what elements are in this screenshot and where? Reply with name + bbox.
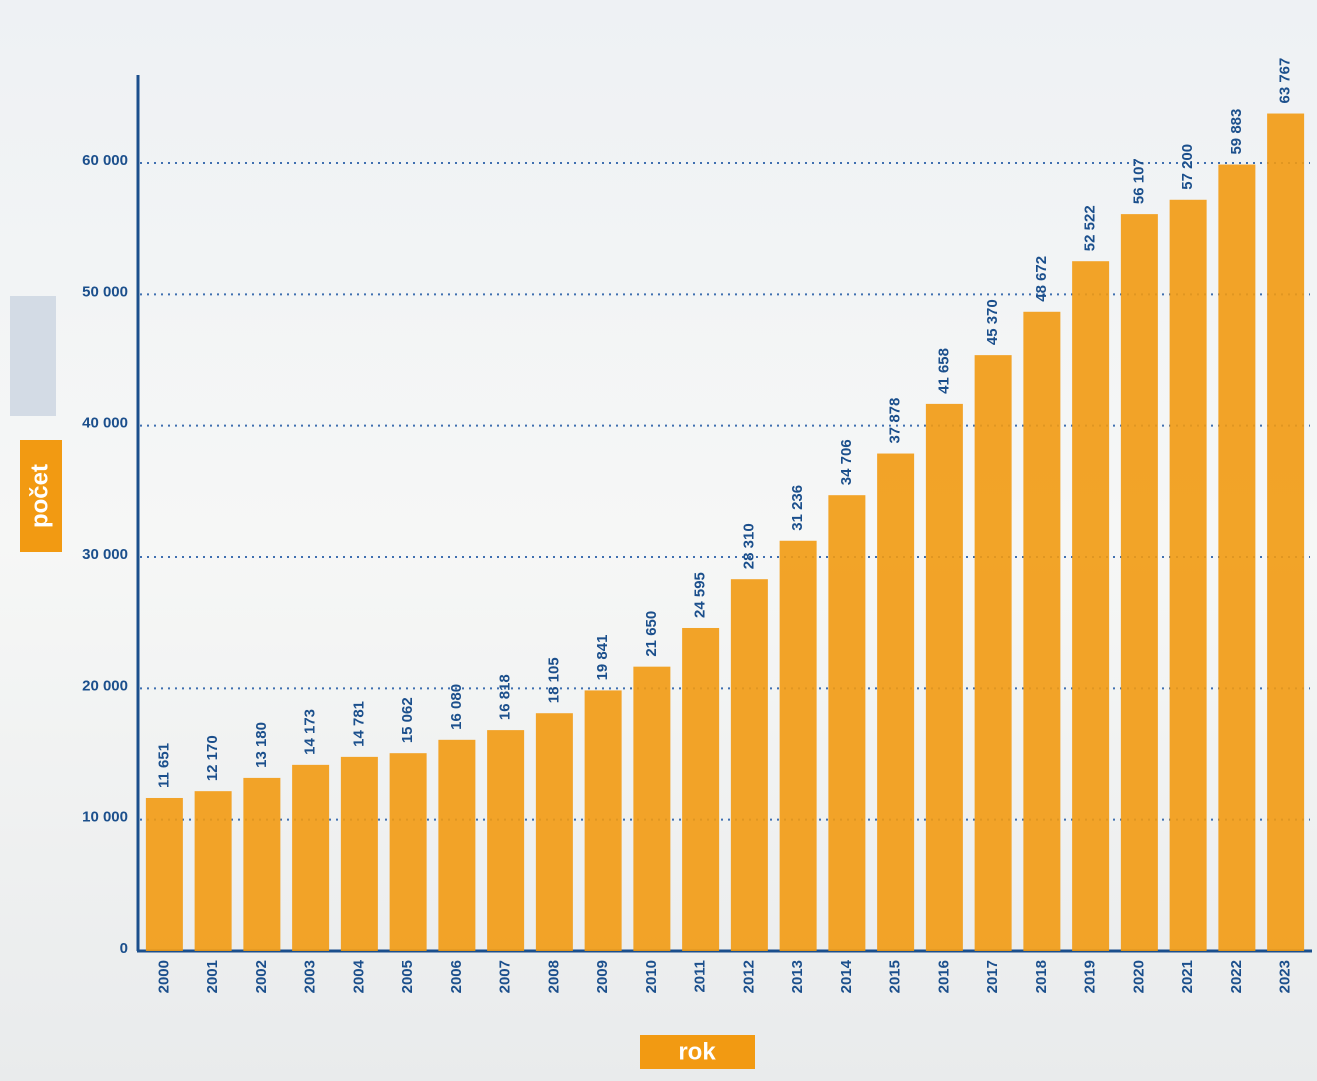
x-tick-label: 2009	[594, 960, 611, 993]
x-tick-label: 2014	[838, 959, 855, 993]
bar	[1023, 312, 1060, 951]
bar	[877, 454, 914, 951]
bar	[1121, 214, 1158, 951]
bar	[487, 730, 524, 951]
x-tick-label: 2023	[1277, 960, 1294, 993]
x-tick-label: 2016	[935, 960, 952, 993]
value-label: 31 236	[789, 485, 806, 531]
value-label: 41 658	[935, 348, 952, 394]
bar	[828, 495, 865, 951]
x-tick-label: 2002	[253, 960, 270, 993]
value-label: 57 200	[1179, 144, 1196, 190]
bar	[1267, 114, 1304, 951]
x-tick-label: 2013	[789, 960, 806, 993]
value-label: 45 370	[984, 299, 1001, 345]
bar	[1072, 261, 1109, 951]
x-tick-label: 2000	[155, 960, 172, 993]
x-tick-label: 2012	[740, 960, 757, 993]
x-tick-label: 2015	[887, 960, 904, 993]
y-axis-label: počet	[26, 464, 53, 528]
y-tick-label: 40 000	[82, 415, 128, 432]
bar	[780, 541, 817, 951]
value-label: 59 883	[1228, 109, 1245, 155]
value-label: 19 841	[594, 635, 611, 681]
x-tick-label: 2004	[350, 959, 367, 993]
y-tick-label: 20 000	[82, 677, 128, 694]
bar	[926, 404, 963, 951]
value-label: 16 080	[448, 684, 465, 730]
y-tick-label: 50 000	[82, 283, 128, 300]
value-label: 63 767	[1277, 58, 1294, 104]
x-tick-label: 2019	[1082, 960, 1099, 993]
bar	[1170, 200, 1207, 951]
value-label: 52 522	[1082, 205, 1099, 251]
value-label: 34 706	[838, 439, 855, 485]
x-axis-label: rok	[678, 1038, 716, 1065]
value-label: 24 595	[692, 572, 709, 618]
value-label: 56 107	[1130, 158, 1147, 204]
value-label: 28 310	[740, 523, 757, 569]
x-tick-label: 2005	[399, 960, 416, 993]
chart: počet rok 0 10 000 20 000 30 000 40 000 50 00…	[0, 0, 1317, 1081]
bar	[341, 757, 378, 951]
x-tick-label: 2006	[448, 960, 465, 993]
background-sign	[10, 296, 56, 416]
x-tick-label: 2008	[545, 960, 562, 993]
bar	[438, 740, 475, 951]
x-tick-label: 2018	[1033, 960, 1050, 993]
bar	[682, 628, 719, 951]
bar	[146, 798, 183, 951]
x-tick-label: 2010	[643, 960, 660, 993]
value-label: 14 781	[350, 701, 367, 747]
value-label: 15 062	[399, 697, 416, 743]
bar	[585, 690, 622, 951]
value-label: 11 651	[155, 743, 172, 788]
y-tick-label: 60 000	[82, 152, 128, 169]
x-tick-label: 2022	[1228, 960, 1245, 993]
bar	[731, 579, 768, 951]
x-tick-label: 2011	[692, 960, 709, 993]
bar	[1218, 165, 1255, 951]
y-tick-label: 30 000	[82, 546, 128, 563]
bar	[390, 753, 427, 951]
bar	[195, 791, 232, 951]
value-label: 13 180	[253, 722, 270, 768]
value-label: 37 878	[887, 398, 904, 444]
y-tick-label: 0	[120, 940, 128, 957]
value-label: 12 170	[204, 735, 221, 781]
value-label: 18 105	[545, 657, 562, 703]
x-tick-label: 2007	[497, 960, 514, 993]
x-tick-label: 2001	[204, 960, 221, 993]
value-label: 16 818	[497, 674, 514, 720]
bar	[633, 667, 670, 951]
x-tick-label: 2003	[302, 960, 319, 993]
bar	[292, 765, 329, 951]
x-tick-label: 2020	[1130, 960, 1147, 993]
bar	[975, 355, 1012, 951]
value-label: 21 650	[643, 611, 660, 657]
bar	[536, 713, 573, 951]
x-tick-label: 2021	[1179, 960, 1196, 993]
value-label: 48 672	[1033, 256, 1050, 302]
value-label: 14 173	[302, 709, 319, 755]
x-tick-label: 2017	[984, 960, 1001, 993]
bar	[243, 778, 280, 951]
y-tick-label: 10 000	[82, 809, 128, 826]
